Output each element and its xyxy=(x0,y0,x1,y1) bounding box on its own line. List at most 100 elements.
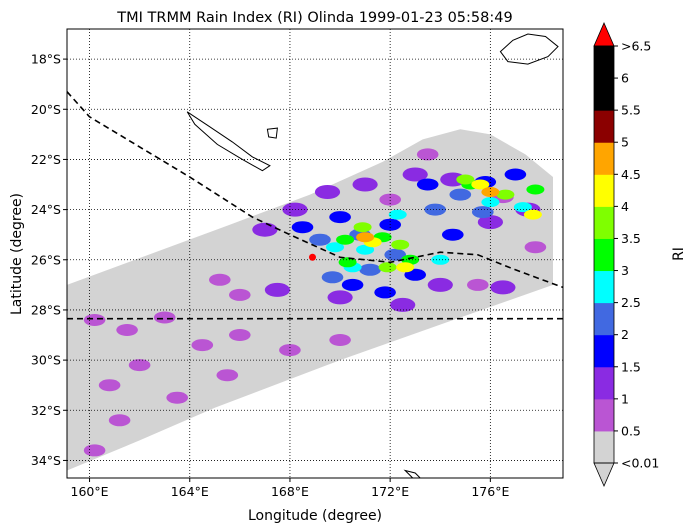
colorbar-tick-label: <0.01 xyxy=(621,456,659,471)
colorbar-tick-label: 5.5 xyxy=(621,103,641,118)
colorbar-segment xyxy=(594,366,614,400)
colorbar-over-arrow xyxy=(593,21,615,47)
plot-area: 160°E 164°E 168°E 172°E 176°E 18°S 20°S 22°S 24… xyxy=(31,28,564,499)
rain-cell xyxy=(390,297,416,312)
x-axis-ticks: 160°E 164°E 168°E 172°E 176°E xyxy=(71,478,509,499)
rain-cell xyxy=(321,271,344,284)
rain-cell xyxy=(329,211,351,224)
rain-cell xyxy=(477,215,503,230)
y-tick-label: 28°S xyxy=(31,302,61,317)
colorbar-segment xyxy=(594,302,614,336)
y-axis-label: Latitude (degree) xyxy=(9,193,25,315)
colorbar-tick-label: 2.5 xyxy=(621,295,641,310)
colorbar-segment xyxy=(594,238,614,272)
rain-cell xyxy=(326,242,344,253)
colorbar-tick-label: 3.5 xyxy=(621,231,641,246)
rain-cell xyxy=(353,222,372,233)
coastline xyxy=(266,127,278,139)
rain-cell xyxy=(388,209,407,220)
coastline xyxy=(499,33,559,65)
rain-cell xyxy=(402,167,428,182)
plot-frame xyxy=(66,28,564,479)
y-tick-label: 24°S xyxy=(31,202,61,217)
colorbar-segment xyxy=(594,398,614,432)
rain-cell xyxy=(404,268,427,281)
rain-cell xyxy=(128,359,151,372)
colorbar-tick-label: 6 xyxy=(621,71,629,86)
rain-cell xyxy=(356,232,375,243)
y-tick-label: 18°S xyxy=(31,52,61,67)
rain-cell xyxy=(83,314,106,326)
rain-cell xyxy=(116,324,138,336)
rain-cell xyxy=(314,185,341,199)
rain-cell xyxy=(401,254,420,265)
rain-cell xyxy=(327,290,353,305)
colorbar-frame xyxy=(593,45,615,464)
colorbar-label: RI xyxy=(671,247,687,261)
rain-cell xyxy=(309,233,331,246)
x-tick-label: 172°E xyxy=(371,484,409,499)
y-tick-label: 30°S xyxy=(31,353,61,368)
rain-cell xyxy=(252,222,278,237)
rain-cell xyxy=(329,334,351,346)
chart-title: TMI TRMM Rain Index (RI) Olinda 1999-01-… xyxy=(116,10,512,26)
rain-cell xyxy=(216,369,239,382)
y-axis-ticks: 18°S 20°S 22°S 24°S 26°S 28°S 30°S 32°S 34°S xyxy=(31,52,67,468)
rain-cell xyxy=(374,286,396,299)
rain-cell xyxy=(229,288,251,301)
rain-cell xyxy=(467,278,489,291)
rain-cell xyxy=(456,174,475,185)
colorbar-tick-label: 5 xyxy=(621,135,629,150)
rain-cell xyxy=(472,206,494,219)
rain-cell xyxy=(427,277,453,292)
colorbar-segment xyxy=(594,334,614,368)
colorbar-segment xyxy=(594,174,614,207)
colorbar-tick-label: >6.5 xyxy=(621,39,651,54)
coastline xyxy=(186,111,271,172)
rain-cell xyxy=(378,262,397,273)
rain-cell xyxy=(449,188,472,201)
x-axis-label: Longitude (degree) xyxy=(248,508,382,524)
rain-cell xyxy=(356,244,375,255)
colorbar-segment xyxy=(594,206,614,239)
rain-cell xyxy=(191,339,214,352)
rain-cell xyxy=(523,209,542,220)
rain-cell xyxy=(264,282,290,297)
colorbar-tick-label: 0.5 xyxy=(621,423,641,438)
rain-cell xyxy=(416,148,439,161)
rain-cell xyxy=(431,254,450,265)
rain-cell xyxy=(496,189,515,200)
colorbar-tick-label: 2 xyxy=(621,327,629,342)
y-tick-label: 22°S xyxy=(31,152,61,167)
x-tick-label: 176°E xyxy=(471,484,509,499)
rain-cell xyxy=(83,444,106,457)
rain-cell xyxy=(513,202,532,213)
y-tick-label: 32°S xyxy=(31,403,61,418)
rain-cell xyxy=(352,177,378,192)
colorbar-segment xyxy=(594,110,614,143)
colorbar-tick-label: 3 xyxy=(621,263,629,278)
y-tick-label: 34°S xyxy=(31,453,61,468)
colorbar: <0.01 0.5 1 1.5 2 2.5 3 3.5 4 4.5 5 5.5 6 >6.5 xyxy=(593,21,659,488)
rain-cell xyxy=(229,329,251,341)
colorbar-tick-label: 4.5 xyxy=(621,167,641,182)
map-layers xyxy=(67,29,563,478)
dashed-track xyxy=(67,91,563,289)
x-tick-label: 164°E xyxy=(171,484,209,499)
rain-cell xyxy=(391,239,410,250)
rain-cell xyxy=(209,273,231,286)
x-tick-label: 168°E xyxy=(271,484,309,499)
colorbar-tick-label: 1 xyxy=(621,391,629,406)
rain-cell xyxy=(108,414,131,427)
rain-cell xyxy=(341,278,364,291)
rain-cell xyxy=(442,228,464,241)
colorbar-under-arrow xyxy=(593,462,615,488)
colorbar-tick-label: 4 xyxy=(621,199,629,214)
colorbar-segment xyxy=(594,430,614,464)
rain-cell xyxy=(359,263,381,276)
y-tick-label: 20°S xyxy=(31,102,61,117)
rain-cell xyxy=(98,379,121,392)
storm-center-dot xyxy=(308,253,316,261)
colorbar-segment xyxy=(594,46,614,79)
